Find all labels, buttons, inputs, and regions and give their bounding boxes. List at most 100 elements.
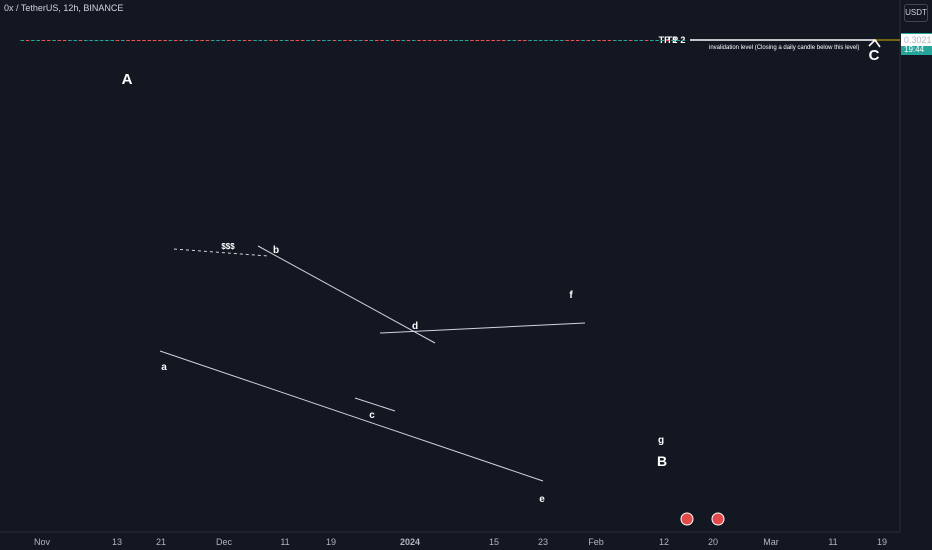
candle-body: [501, 40, 506, 42]
candle-body: [247, 40, 252, 42]
currency-button[interactable]: USDT: [904, 4, 928, 22]
candle-body: [448, 40, 453, 42]
candle-body: [290, 40, 294, 42]
x-tick-label: 19: [877, 537, 887, 547]
candle-body: [131, 40, 136, 42]
candle-body: [538, 40, 543, 42]
candle-body: [25, 40, 30, 42]
candle-body: [316, 40, 321, 42]
wave-label-c: c: [369, 410, 375, 421]
candle-body: [517, 40, 522, 42]
candle-body: [216, 40, 220, 42]
candle-body: [337, 40, 342, 42]
candle-body: [639, 40, 644, 42]
candle-body: [459, 40, 464, 42]
x-tick-label: 20: [708, 537, 718, 547]
candle-body: [253, 40, 257, 42]
candle-body: [380, 40, 384, 42]
wave-label-c-major: C: [869, 47, 880, 64]
candle-body: [348, 40, 353, 42]
candle-body: [163, 40, 167, 42]
wave-label-d: d: [412, 321, 418, 332]
candle-body: [83, 40, 88, 42]
wave-label-a-major: A: [122, 71, 133, 88]
candle-body: [443, 40, 448, 42]
candle-body: [528, 40, 532, 42]
x-tick-label: 12: [659, 537, 669, 547]
liquidity-line: [173, 248, 269, 257]
candle-body: [142, 40, 146, 42]
x-tick-label: 23: [538, 537, 548, 547]
candle-body: [438, 40, 443, 42]
candle-body: [422, 40, 427, 42]
candle-body: [623, 40, 628, 42]
candle-body: [369, 40, 374, 42]
x-tick-label: 11: [828, 537, 837, 547]
wave-label-a: a: [161, 362, 167, 373]
d-f-line: [379, 322, 586, 334]
candle-body: [126, 40, 130, 42]
candle-body: [332, 40, 337, 42]
candle-body: [628, 40, 633, 42]
candle-body: [612, 40, 617, 42]
candle-body: [581, 40, 585, 42]
candle-body: [491, 40, 495, 42]
candle-body: [480, 40, 485, 42]
liquidity-label: $$$: [221, 242, 235, 251]
candle-body: [322, 40, 326, 42]
wave-label-g: g: [658, 435, 664, 446]
wave-label-b-major: B: [657, 453, 667, 469]
candle-body: [523, 40, 527, 42]
candle-body: [560, 40, 564, 42]
candle-body: [200, 40, 204, 42]
candle-body: [396, 40, 400, 42]
candle-body: [300, 40, 305, 42]
x-tick-label: 13: [112, 537, 122, 547]
event-marker-icon: [680, 512, 694, 526]
candle-body: [36, 40, 40, 42]
candle-body: [618, 40, 622, 42]
candle-body: [512, 40, 517, 42]
candle-body: [470, 40, 474, 42]
candle-body: [52, 40, 56, 42]
candle-body: [644, 40, 649, 42]
candle-body: [464, 40, 469, 42]
candle-body: [597, 40, 601, 42]
candle-body: [89, 40, 93, 42]
candle-body: [269, 40, 273, 42]
candle-body: [173, 40, 178, 42]
candle-body: [121, 40, 125, 42]
candle-body: [73, 40, 77, 42]
candle-body: [115, 40, 120, 42]
candle-body: [650, 40, 654, 42]
x-tick-label: 19: [326, 537, 336, 547]
wedge-lower-line: [159, 350, 544, 482]
candle-body: [406, 40, 411, 42]
candle-body: [575, 40, 580, 42]
candle-body: [486, 40, 490, 42]
wave-label-b: b: [273, 245, 279, 256]
candle-body: [99, 40, 104, 42]
candle-body: [311, 40, 316, 42]
candle-body: [105, 40, 109, 42]
candle-body: [591, 40, 596, 42]
tp-zone-label: TP 1: [659, 35, 678, 45]
candle-body: [385, 40, 390, 42]
x-tick-label: 15: [489, 537, 499, 547]
c-marker-line: [354, 397, 396, 412]
candle-body: [41, 40, 46, 42]
candle-body: [147, 40, 152, 42]
candle-body: [411, 40, 416, 42]
candle-body: [152, 40, 157, 42]
candle-body: [158, 40, 162, 42]
candle-body: [343, 40, 347, 42]
candle-body: [565, 40, 569, 42]
candle-body: [607, 40, 612, 42]
candle-body: [475, 40, 480, 42]
candle-body: [31, 40, 35, 42]
candle-body: [168, 40, 173, 42]
candle-body: [507, 40, 511, 42]
candle-body: [676, 40, 681, 42]
